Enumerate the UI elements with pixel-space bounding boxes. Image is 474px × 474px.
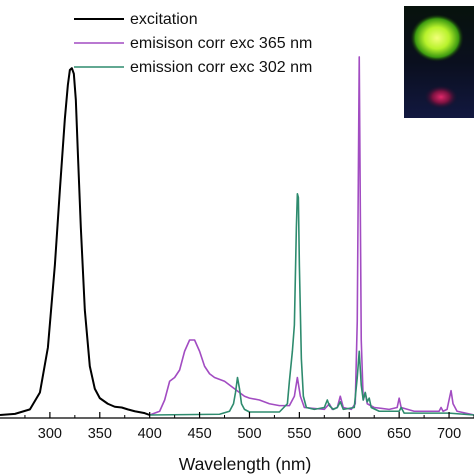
x-tick-label: 650 [387, 426, 411, 442]
x-tick-label: 600 [337, 426, 361, 442]
x-tick-label: 400 [138, 426, 162, 442]
green-glow-vial-icon [410, 14, 464, 62]
series-line-3 [149, 192, 474, 416]
legend: excitation emisison corr exc 365 nm emissi… [74, 11, 312, 76]
series-line-1 [0, 67, 151, 416]
x-tick-label: 350 [88, 426, 112, 442]
x-tick-label: 500 [237, 426, 261, 442]
inset-photo [404, 6, 474, 118]
series-line-2 [149, 56, 474, 416]
series-layer [0, 56, 474, 416]
x-tick-layer: 300 350 400 450 500 550 600 650 700 [24, 412, 474, 442]
x-axis-title: Wavelength (nm) [179, 454, 312, 474]
x-tick-label: 700 [437, 426, 461, 442]
x-tick-label: 550 [287, 426, 311, 442]
legend-label-2: emisison corr exc 365 nm [130, 35, 312, 52]
x-tick-label: 300 [38, 426, 62, 442]
legend-label-3: emission corr exc 302 nm [130, 59, 312, 76]
red-glow-vial-icon [424, 85, 458, 109]
legend-label-1: excitation [130, 11, 198, 28]
x-tick-label: 450 [187, 426, 211, 442]
